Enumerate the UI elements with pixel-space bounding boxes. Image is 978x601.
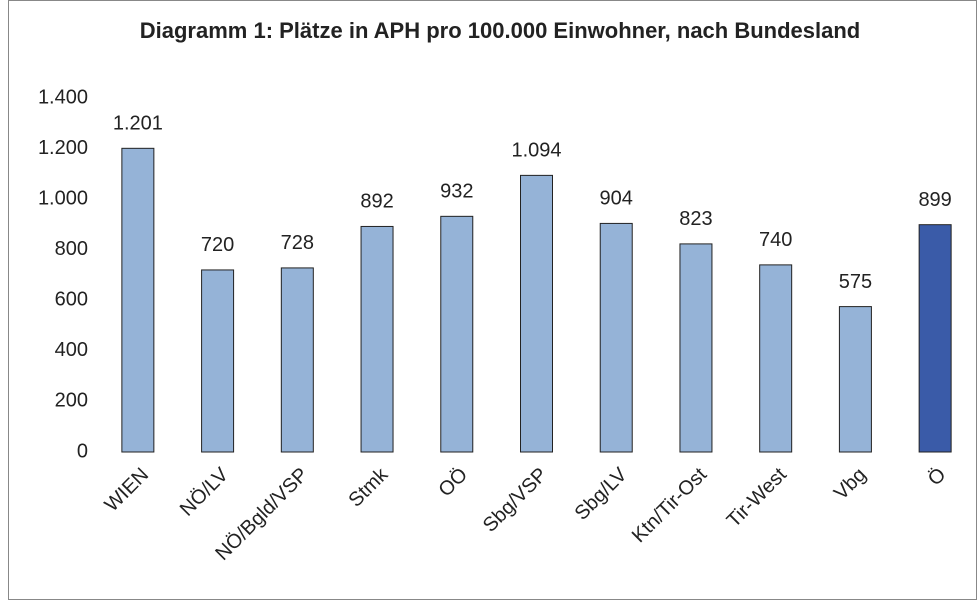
- y-tick-label: 1.000: [38, 187, 88, 209]
- bar: [201, 269, 235, 453]
- bar: [280, 267, 314, 453]
- x-tick-label: Stmk: [345, 463, 393, 511]
- y-tick-label: 400: [55, 339, 88, 361]
- x-tick-label: WIEN: [101, 464, 153, 516]
- data-label: 1.201: [113, 113, 163, 135]
- x-tick-label: Ö: [924, 464, 951, 491]
- bar: [599, 222, 633, 453]
- data-label: 740: [759, 229, 792, 251]
- bar: [759, 264, 793, 453]
- y-tick-label: 1.400: [38, 86, 88, 108]
- bar: [520, 174, 553, 453]
- x-tick-label: Sbg/LV: [571, 463, 632, 524]
- bar: [440, 215, 474, 453]
- data-label: 1.094: [511, 140, 561, 162]
- bar: [838, 306, 872, 453]
- data-label: 720: [201, 234, 234, 256]
- data-label: 892: [360, 191, 393, 213]
- y-tick-label: 600: [55, 289, 88, 311]
- data-label: 728: [281, 232, 314, 254]
- data-label: 575: [839, 271, 872, 293]
- data-label: 823: [679, 208, 712, 230]
- y-tick-label: 1.200: [38, 137, 88, 159]
- bar: [121, 147, 155, 453]
- x-tick-label: Vbg: [830, 464, 871, 505]
- data-label: 899: [918, 189, 951, 211]
- y-tick-label: 800: [55, 238, 88, 260]
- frame: [8, 0, 977, 600]
- x-tick-label: Ktn/Tir-Ost: [628, 463, 712, 547]
- bar: [918, 224, 952, 453]
- bar: [360, 225, 394, 453]
- chart-title: Diagramm 1: Plätze in APH pro 100.000 Ei…: [139, 18, 861, 43]
- bar: [679, 243, 713, 453]
- x-tick-label: Tir-West: [723, 463, 792, 532]
- data-label: 932: [440, 181, 473, 203]
- x-tick-label: OÖ: [434, 464, 472, 502]
- y-tick-label: 200: [55, 390, 88, 412]
- y-tick-label: 0: [77, 440, 88, 462]
- x-tick-label: Sbg/VSP: [479, 464, 552, 537]
- data-label: 904: [600, 188, 633, 210]
- x-tick-label: NÖ/LV: [176, 463, 233, 520]
